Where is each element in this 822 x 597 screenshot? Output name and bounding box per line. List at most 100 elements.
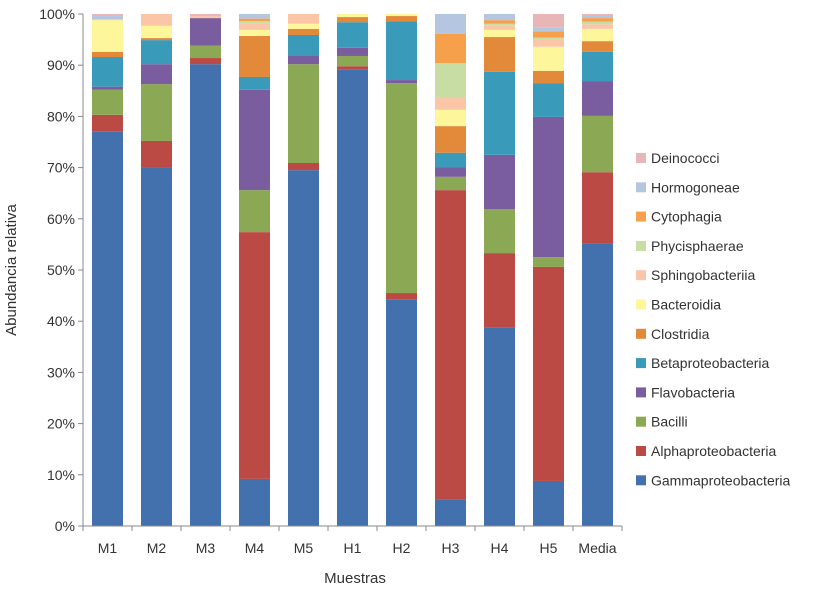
legend-label: Gammaproteobacteria [651, 472, 791, 488]
x-axis-label: Muestras [324, 570, 386, 587]
bar-segment-bacilli-h2 [386, 83, 417, 294]
bar-segment-sphingobacteriia-m4 [239, 23, 270, 30]
bar-segment-clostridia-m5 [288, 28, 319, 35]
bar-segment-bacteroidia-m2 [141, 25, 172, 39]
x-tick-label: M1 [98, 540, 118, 556]
legend-swatch [636, 446, 646, 456]
bar-segment-cytophagia-h5 [533, 31, 564, 38]
bar-segment-alphaproteobacteria-m3 [190, 58, 221, 65]
bar-segment-flavobacteria-h5 [533, 116, 564, 258]
bar-segment-clostridia-h1 [337, 17, 368, 23]
bar-segment-bacteroidia-media [582, 28, 613, 42]
x-tick-label: Media [578, 540, 616, 556]
bar-segment-clostridia-m2 [141, 38, 172, 41]
legend: Deinococci Hormogoneae Cytophagia Phycispha… [636, 150, 791, 488]
bar-segment-gammaproteobacteria-m4 [239, 478, 270, 526]
bar-segment-bacteroidia-h1 [337, 14, 368, 18]
bar-segment-alphaproteobacteria-h3 [435, 190, 466, 500]
legend-label: Deinococci [651, 150, 719, 166]
bars [92, 14, 613, 527]
legend-swatch [636, 182, 646, 193]
bar-segment-sphingobacteriia-h5 [533, 39, 564, 47]
bar-segment-bacteroidia-h2 [386, 14, 417, 17]
bar-segment-alphaproteobacteria-m4 [239, 232, 270, 479]
bar-segment-flavobacteria-m3 [190, 18, 221, 46]
bar-segment-bacteroidia-m1 [92, 20, 123, 52]
y-tick-label: 90% [47, 57, 75, 73]
legend-swatch [636, 358, 646, 369]
bar-segment-gammaproteobacteria-m3 [190, 64, 221, 527]
legend-swatch [636, 153, 646, 163]
legend-swatch [636, 299, 646, 310]
bar-segment-sphingobacteriia-m3 [190, 16, 221, 19]
bar-segment-bacilli-m5 [288, 64, 319, 163]
bar-segment-alphaproteobacteria-m2 [141, 140, 172, 168]
bar-segment-cytophagia-h3 [435, 33, 466, 64]
bar-segment-alphaproteobacteria-h4 [484, 253, 515, 328]
bar-segment-clostridia-m4 [239, 36, 270, 77]
legend-swatch [636, 475, 646, 486]
x-tick-label: M4 [245, 540, 265, 556]
bar-segment-betaproteobacteria-h5 [533, 83, 564, 117]
bar-segment-alphaproteobacteria-m5 [288, 162, 319, 171]
y-tick-label: 10% [47, 467, 75, 483]
bar-segment-alphaproteobacteria-m1 [92, 114, 123, 132]
bar-segment-bacilli-media [582, 115, 613, 173]
bar-segment-sphingobacteriia-media [582, 24, 613, 29]
bar-segment-flavobacteria-h1 [337, 47, 368, 56]
bar-segment-betaproteobacteria-m4 [239, 76, 270, 90]
bar-segment-flavobacteria-media [582, 81, 613, 116]
x-tick-label: H5 [540, 540, 558, 556]
legend-label: Flavobacteria [651, 384, 735, 400]
bar-segment-flavobacteria-m4 [239, 89, 270, 191]
legend-label: Hormogoneae [651, 179, 740, 195]
x-tick-label: H1 [344, 540, 362, 556]
bar-segment-deinococci-h5 [533, 14, 564, 28]
bar-segment-cytophagia-m4 [239, 18, 270, 22]
bar-segment-gammaproteobacteria-m2 [141, 167, 172, 526]
bar-segment-deinococci-m1 [92, 14, 123, 17]
bar-segment-bacteroidia-h5 [533, 46, 564, 71]
bar-segment-sphingobacteriia-m1 [92, 19, 123, 21]
bar-segment-phycisphaerae-h4 [484, 23, 515, 26]
bar-segment-hormogoneae-m4 [239, 14, 270, 19]
bar-segment-clostridia-h4 [484, 37, 515, 72]
bar-segment-alphaproteobacteria-h2 [386, 293, 417, 300]
bar-segment-gammaproteobacteria-h2 [386, 299, 417, 526]
bar-segment-bacilli-m3 [190, 45, 221, 59]
y-tick-label: 70% [47, 160, 75, 176]
bar-segment-flavobacteria-h3 [435, 167, 466, 177]
bar-segment-flavobacteria-m5 [288, 55, 319, 65]
x-tick-label: H2 [393, 540, 411, 556]
bar-segment-sphingobacteriia-m5 [288, 14, 319, 24]
bar-segment-cytophagia-media [582, 18, 613, 22]
x-tick-label: H4 [491, 540, 509, 556]
legend-swatch [636, 240, 646, 251]
x-tick-label: M3 [196, 540, 216, 556]
bar-segment-betaproteobacteria-h4 [484, 71, 515, 155]
legend-swatch [636, 416, 646, 427]
legend-swatch [636, 387, 646, 398]
y-tick-label: 80% [47, 108, 75, 124]
bar-segment-hormogoneae-media [582, 15, 613, 19]
bar-segment-bacteroidia-m4 [239, 29, 270, 37]
y-tick-label: 20% [47, 416, 75, 432]
bar-segment-bacilli-h3 [435, 176, 466, 191]
bar-segment-phycisphaerae-media [582, 21, 613, 25]
bar-segment-gammaproteobacteria-h4 [484, 327, 515, 526]
bar-segment-betaproteobacteria-m5 [288, 34, 319, 56]
y-tick-label: 30% [47, 364, 75, 380]
legend-label: Sphingobacteriia [651, 267, 756, 283]
bar-segment-bacteroidia-m5 [288, 23, 319, 29]
bar-segment-alphaproteobacteria-media [582, 172, 613, 244]
y-tick-label: 50% [47, 262, 75, 278]
bar-segment-gammaproteobacteria-m1 [92, 131, 123, 526]
legend-label: Clostridia [651, 326, 710, 342]
legend-label: Bacilli [651, 414, 688, 430]
bar-segment-bacilli-m1 [92, 89, 123, 115]
bar-segment-alphaproteobacteria-h5 [533, 266, 564, 481]
y-axis: 0% 10% 20% 30% 40% 50% 60% 70% 80% 90% 100% [39, 6, 84, 534]
bar-segment-gammaproteobacteria-m5 [288, 170, 319, 526]
bar-segment-alphaproteobacteria-h1 [337, 66, 368, 70]
bar-segment-sphingobacteriia-h4 [484, 25, 515, 30]
